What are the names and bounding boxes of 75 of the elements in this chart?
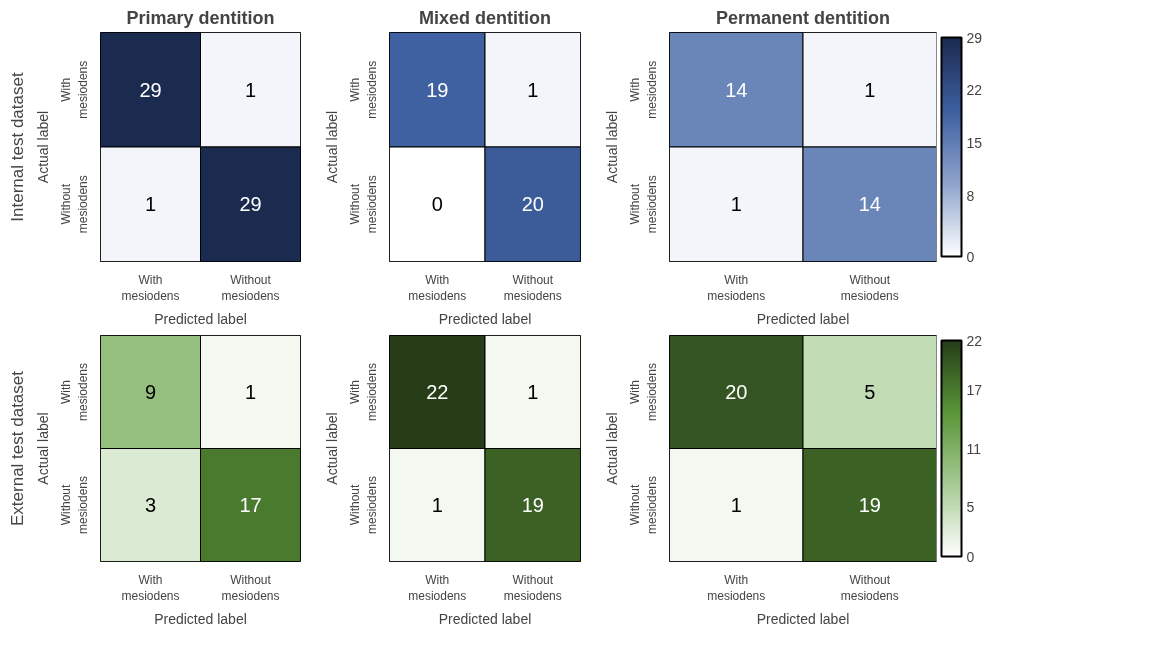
x-tick-label: Without mesiodens	[840, 272, 899, 304]
data-label: 1	[244, 78, 257, 101]
y-tick-label: With mesiodens	[627, 60, 659, 119]
y-tick-label: Without mesiodens	[347, 475, 379, 535]
color-bar-label: 0	[966, 548, 975, 565]
y-axis-title: Actual label	[603, 412, 620, 485]
y-axis-title: Actual label	[34, 412, 51, 485]
data-label: 1	[730, 193, 742, 216]
x-tick-label: With mesiodens	[707, 272, 766, 304]
x-tick-label: Without mesiodens	[503, 572, 562, 604]
chart-title: Permanent dentition	[715, 7, 891, 28]
data-label: 0	[431, 193, 443, 216]
data-label: 19	[426, 78, 449, 101]
color-bar-label: 17	[966, 381, 983, 398]
text: Internal test dataset	[7, 72, 27, 222]
data-label: 22	[426, 381, 449, 403]
data-label: 1	[730, 494, 742, 516]
chart-title: Mixed dentition	[419, 7, 551, 28]
text: External test dataset	[7, 370, 27, 526]
y-axis-title: Actual label	[323, 412, 340, 485]
y-tick-label: With mesiodens	[347, 362, 379, 422]
y-tick-label: Without mesiodens	[58, 475, 90, 535]
data-label: 20	[521, 193, 544, 216]
data-label: 19	[521, 494, 544, 516]
color-bar-label: 22	[966, 82, 983, 99]
data-label: 1	[144, 193, 157, 216]
y-tick-label: With mesiodens	[58, 362, 90, 422]
color-bar-label: 22	[966, 332, 983, 349]
data-label: 5	[864, 381, 876, 403]
y-tick-label: With mesiodens	[347, 60, 379, 119]
data-label: 1	[864, 78, 876, 101]
y-tick-label: Without mesiodens	[347, 175, 379, 234]
x-tick-label: With mesiodens	[707, 572, 766, 604]
x-tick-label: Without mesiodens	[840, 572, 899, 604]
x-axis-title: Predicted label	[154, 611, 247, 628]
y-tick-label: Without mesiodens	[627, 175, 659, 234]
data-label: 9	[144, 381, 157, 403]
color-bar-label: 5	[966, 499, 975, 516]
color-bar-label: 15	[966, 135, 983, 152]
data-label: 19	[858, 494, 881, 516]
x-tick-label: With mesiodens	[408, 572, 467, 604]
color-bar-label: 0	[966, 248, 975, 265]
x-tick-label: With mesiodens	[121, 572, 180, 604]
chart-title: Primary dentition	[126, 7, 275, 28]
y-axis-title: Actual label	[323, 110, 340, 184]
x-tick-label: With mesiodens	[121, 272, 180, 304]
data-label: 1	[431, 494, 443, 516]
x-axis-title: Predicted label	[438, 311, 532, 328]
data-label: 29	[239, 193, 262, 216]
data-label: 14	[858, 193, 881, 216]
x-axis-title: Predicted label	[756, 311, 850, 328]
data-label: 20	[725, 381, 748, 403]
y-tick-label: Without mesiodens	[627, 475, 659, 535]
color-bar-label: 29	[966, 29, 983, 46]
y-tick-label: With mesiodens	[627, 362, 659, 422]
y-tick-label: With mesiodens	[58, 60, 90, 119]
x-axis-title: Predicted label	[154, 311, 247, 328]
x-tick-label: Without mesiodens	[221, 572, 280, 604]
y-tick-label: Without mesiodens	[58, 175, 90, 234]
data-label: 14	[725, 78, 748, 101]
data-label: 17	[239, 494, 262, 516]
x-tick-label: Without mesiodens	[221, 272, 280, 304]
y-axis-title: Actual label	[603, 110, 620, 184]
y-axis-title: Actual label	[34, 110, 51, 184]
data-label: 1	[244, 381, 257, 403]
data-label: 1	[527, 381, 539, 403]
x-axis-title: Predicted label	[756, 611, 850, 628]
data-label: 1	[527, 78, 539, 101]
color-bar-label: 11	[966, 440, 982, 457]
data-label: 3	[144, 494, 157, 516]
x-axis-title: Predicted label	[438, 611, 532, 628]
x-tick-label: With mesiodens	[408, 272, 467, 304]
x-tick-label: Without mesiodens	[503, 272, 562, 304]
data-label: 29	[139, 78, 162, 101]
color-bar-label: 8	[966, 188, 975, 205]
